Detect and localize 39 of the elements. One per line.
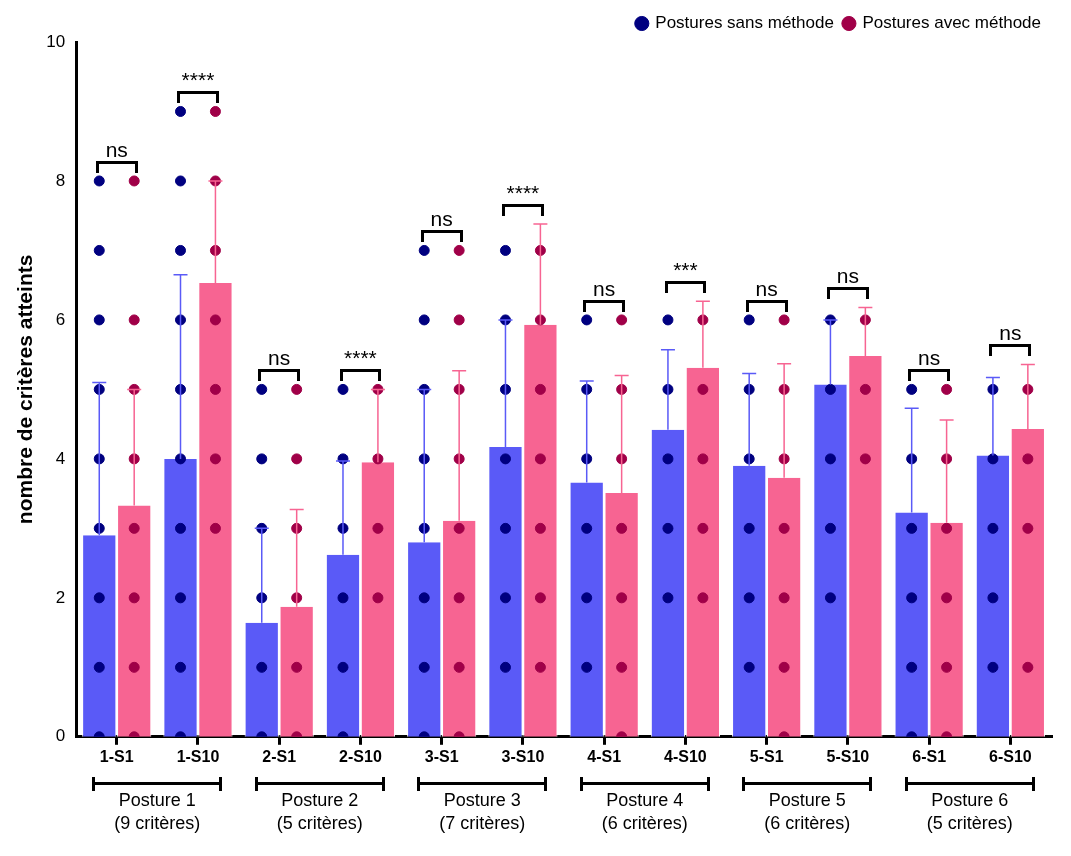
y-tick-label: 0 xyxy=(55,726,66,746)
annotation: ns xyxy=(105,137,128,161)
x-tick-label: 1-S1 xyxy=(99,747,134,765)
annotation: ns xyxy=(268,346,291,370)
annotation: ns xyxy=(430,207,453,231)
x-tick-label: 4-S1 xyxy=(587,747,622,765)
text: Posture 6 (5 critères) xyxy=(926,789,1013,836)
annotation: ns xyxy=(836,264,859,288)
y-tick-label: 4 xyxy=(55,448,66,468)
y-axis-title: nombre de critères atteints xyxy=(13,254,37,525)
text: Posture 1 (9 critères) xyxy=(114,789,201,836)
x-tick-label: 5-S10 xyxy=(826,747,870,765)
legend-label: Postures avec méthode xyxy=(862,13,1042,33)
annotation: ns xyxy=(755,276,778,300)
x-tick-label: 5-S1 xyxy=(749,747,784,765)
annotation: ns xyxy=(918,346,941,370)
y-tick-label: 10 xyxy=(46,31,66,51)
text: Posture 2 (5 critères) xyxy=(276,789,363,836)
annotation: ns xyxy=(999,321,1022,345)
x-tick-label: 4-S10 xyxy=(664,747,707,765)
y-tick-label: 6 xyxy=(55,309,66,329)
x-tick-label: 6-S1 xyxy=(912,747,947,765)
annotation: **** xyxy=(344,346,377,370)
x-tick-label: 3-S10 xyxy=(501,747,545,765)
annotation: **** xyxy=(506,181,540,205)
annotation: **** xyxy=(181,68,215,92)
legend-label: Postures sans méthode xyxy=(655,13,834,33)
x-tick-label: 2-S1 xyxy=(262,747,297,765)
x-tick-label: 2-S10 xyxy=(339,747,382,765)
annotation: *** xyxy=(673,258,698,282)
x-tick-label: 6-S10 xyxy=(989,747,1032,765)
text: Posture 4 (6 critères) xyxy=(601,789,688,836)
x-tick-label: 3-S1 xyxy=(424,747,459,765)
text: Posture 3 (7 critères) xyxy=(439,789,526,836)
annotation: ns xyxy=(593,276,616,300)
text: Posture 5 (6 critères) xyxy=(764,789,851,836)
x-tick-label: 1-S10 xyxy=(176,747,220,765)
y-tick-label: 2 xyxy=(55,587,66,607)
y-tick-label: 8 xyxy=(55,170,66,190)
